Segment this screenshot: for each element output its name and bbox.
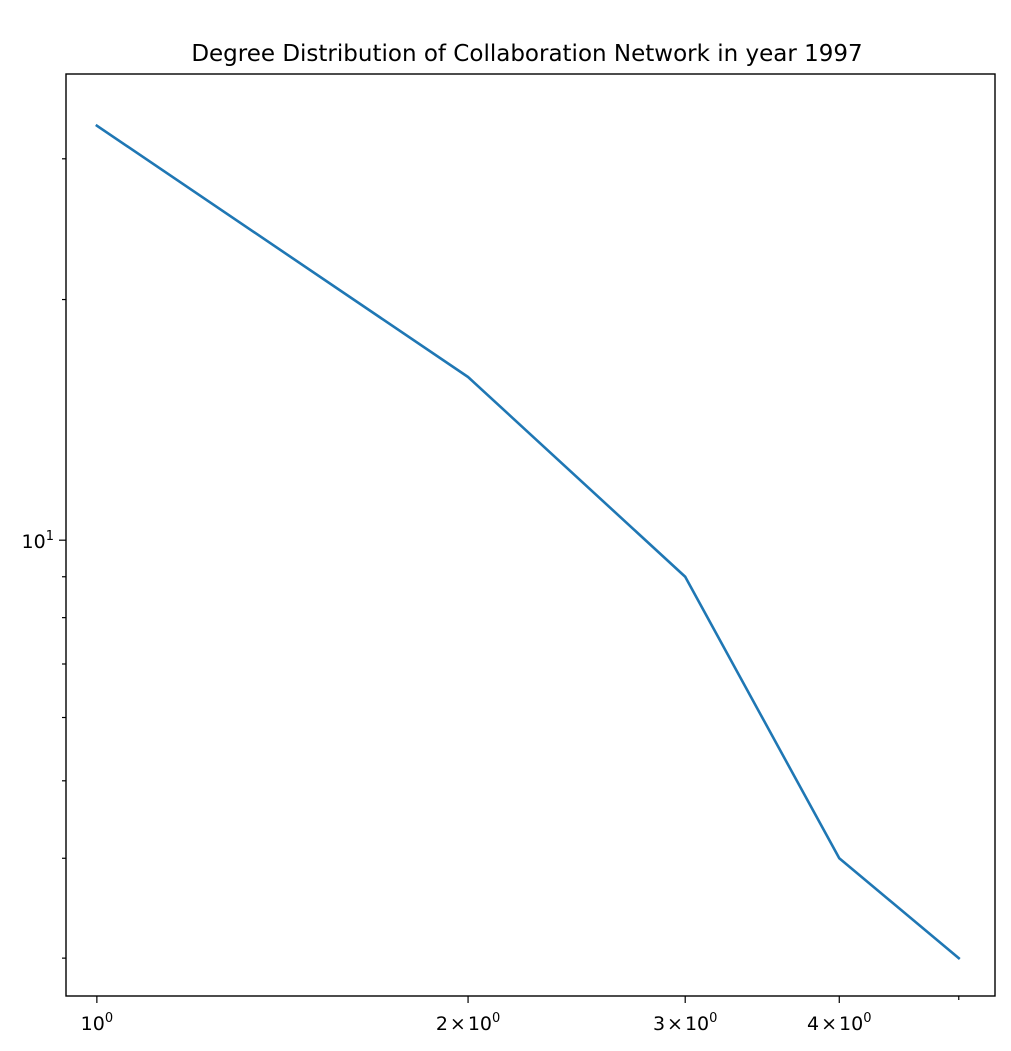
x-tick-label: 2 × 100 bbox=[436, 1011, 500, 1035]
series-line bbox=[95, 123, 961, 960]
x-tick-label: 3 × 100 bbox=[653, 1011, 717, 1035]
plot-area bbox=[95, 123, 961, 960]
y-tick-label: 101 bbox=[22, 529, 54, 553]
chart-title: Degree Distribution of Collaboration Net… bbox=[191, 41, 862, 67]
x-tick-label: 100 bbox=[81, 1011, 113, 1035]
y-axis: 101 bbox=[22, 158, 66, 959]
x-tick-label: 4 × 100 bbox=[807, 1011, 871, 1035]
x-axis: 100 2 × 100 3 × 100 4 × 100 bbox=[81, 996, 960, 1035]
axes-frame bbox=[65, 73, 996, 997]
